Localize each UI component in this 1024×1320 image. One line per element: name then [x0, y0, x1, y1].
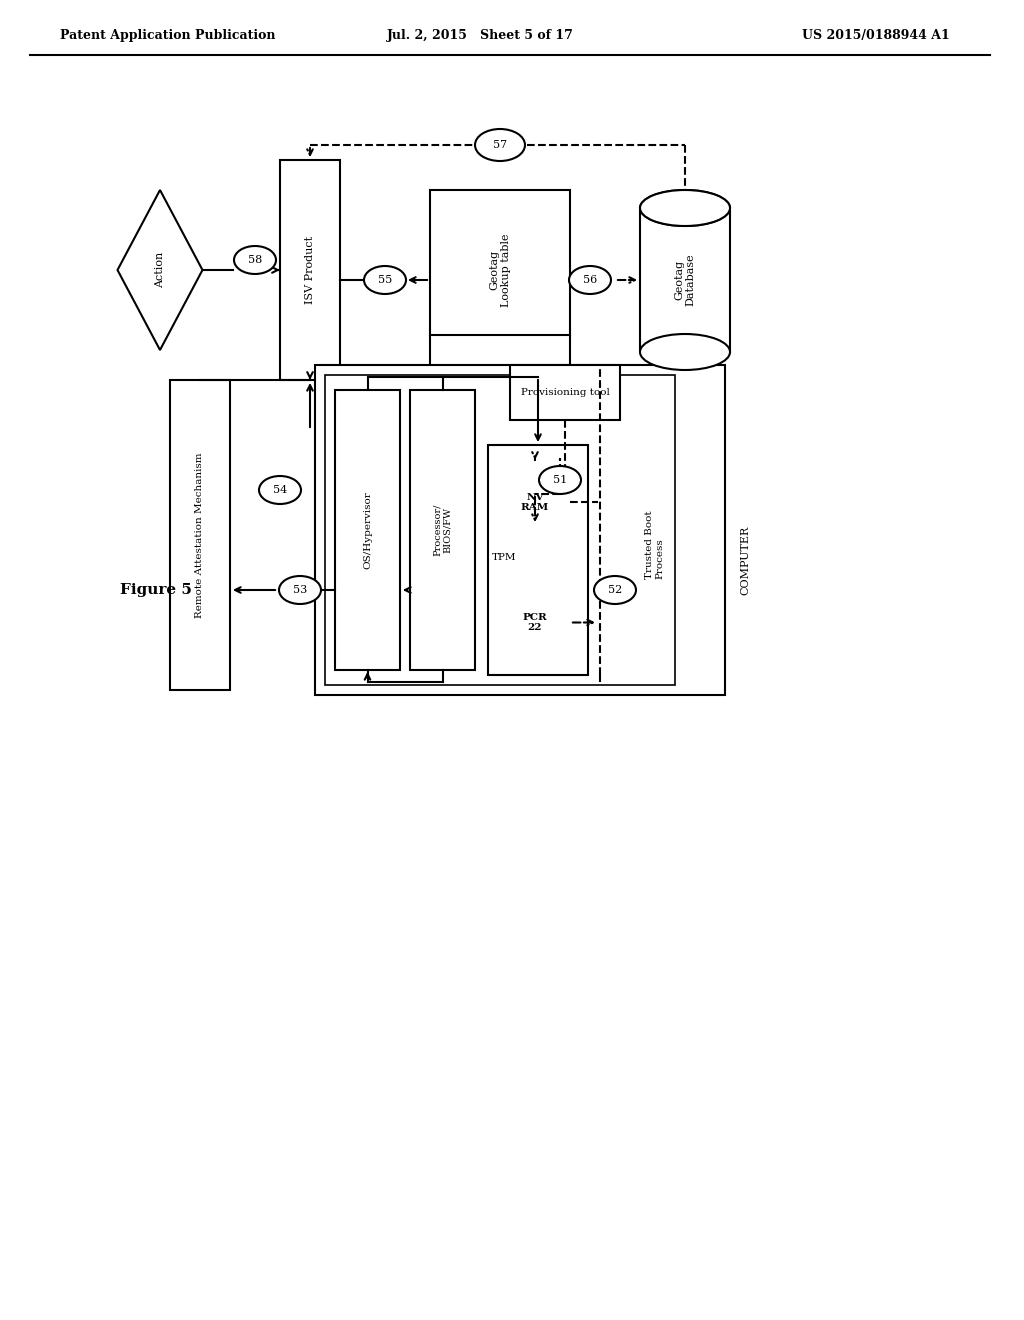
Text: COMPUTER: COMPUTER — [740, 525, 750, 594]
Text: 54: 54 — [272, 484, 287, 495]
FancyBboxPatch shape — [430, 190, 570, 370]
Text: Trusted Boot
Process: Trusted Boot Process — [645, 511, 665, 579]
Text: 51: 51 — [553, 475, 567, 484]
Text: Provisioning tool: Provisioning tool — [520, 388, 609, 397]
Text: OS/Hypervisor: OS/Hypervisor — [362, 491, 372, 569]
Text: Action: Action — [155, 252, 165, 288]
Text: Jul. 2, 2015   Sheet 5 of 17: Jul. 2, 2015 Sheet 5 of 17 — [387, 29, 573, 41]
Text: PCR
22: PCR 22 — [522, 612, 548, 632]
Text: 55: 55 — [378, 275, 392, 285]
Text: 57: 57 — [493, 140, 507, 150]
Text: Remote Attestation Mechanism: Remote Attestation Mechanism — [196, 453, 205, 618]
Text: Geotag
Lookup table: Geotag Lookup table — [489, 234, 511, 306]
FancyBboxPatch shape — [325, 375, 675, 685]
FancyBboxPatch shape — [315, 366, 725, 696]
FancyBboxPatch shape — [170, 380, 230, 690]
Text: US 2015/0188944 A1: US 2015/0188944 A1 — [802, 29, 950, 41]
FancyBboxPatch shape — [488, 445, 588, 675]
Ellipse shape — [539, 466, 581, 494]
Ellipse shape — [640, 190, 730, 226]
Ellipse shape — [364, 267, 406, 294]
Ellipse shape — [640, 334, 730, 370]
Polygon shape — [118, 190, 203, 350]
Text: Figure 5: Figure 5 — [120, 583, 191, 597]
FancyBboxPatch shape — [500, 459, 570, 545]
FancyBboxPatch shape — [280, 160, 340, 380]
Text: ISV Product: ISV Product — [305, 236, 315, 304]
FancyBboxPatch shape — [640, 209, 730, 352]
Ellipse shape — [279, 576, 321, 605]
FancyBboxPatch shape — [335, 389, 400, 671]
Text: NV
RAM: NV RAM — [521, 492, 549, 512]
Text: Processor/
BIOS/FW: Processor/ BIOS/FW — [433, 504, 453, 556]
Ellipse shape — [475, 129, 525, 161]
Ellipse shape — [259, 477, 301, 504]
Text: 56: 56 — [583, 275, 597, 285]
FancyBboxPatch shape — [410, 389, 475, 671]
Ellipse shape — [569, 267, 611, 294]
Text: 53: 53 — [293, 585, 307, 595]
Text: TPM: TPM — [492, 553, 516, 562]
Text: Patent Application Publication: Patent Application Publication — [60, 29, 275, 41]
Text: Geotag
Database: Geotag Database — [674, 253, 695, 306]
Ellipse shape — [234, 246, 276, 275]
Text: 58: 58 — [248, 255, 262, 265]
Text: 52: 52 — [608, 585, 623, 595]
FancyBboxPatch shape — [500, 579, 570, 665]
Ellipse shape — [594, 576, 636, 605]
Ellipse shape — [640, 190, 730, 226]
FancyBboxPatch shape — [510, 366, 620, 420]
